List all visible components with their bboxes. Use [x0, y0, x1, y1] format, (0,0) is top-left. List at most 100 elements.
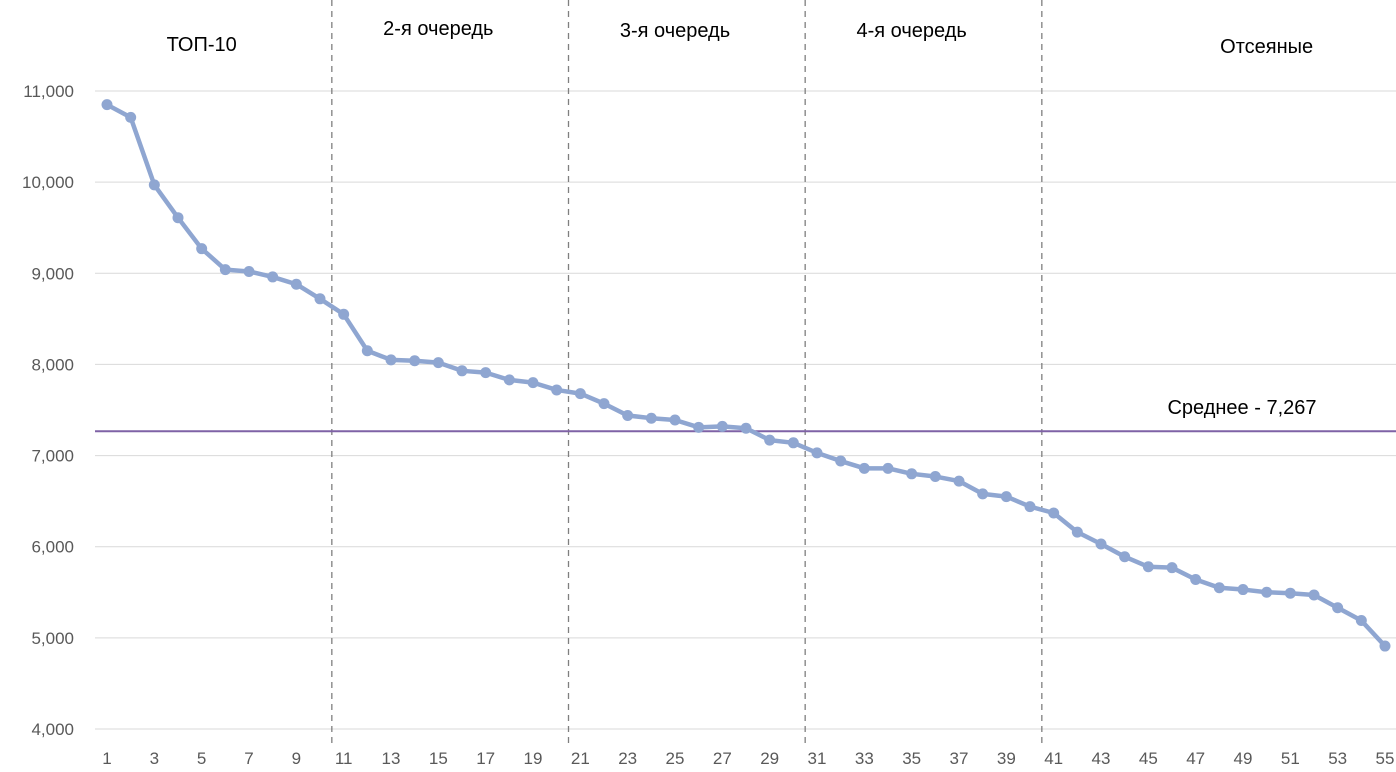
- x-tick-label: 43: [1092, 749, 1111, 768]
- data-point: [1024, 501, 1036, 513]
- y-axis-ticks: 4,000 5,000 6,000 7,000 8,000 9,000 10,000 11,0…: [22, 82, 74, 739]
- data-point: [196, 243, 208, 255]
- x-tick-label: 45: [1139, 749, 1158, 768]
- data-point: [243, 265, 255, 277]
- data-point: [1048, 507, 1060, 519]
- data-point: [148, 179, 160, 191]
- data-point: [740, 422, 752, 434]
- average-label: Среднее - 7,267: [1167, 397, 1316, 419]
- data-point: [1190, 574, 1202, 586]
- x-tick-label: 17: [476, 749, 495, 768]
- data-point: [716, 420, 728, 432]
- x-axis-ticks: 1 3 5 7 9 11 13 15 17 19 21 23 25 27 29 31 33 35 37 39 41 43 4…: [102, 749, 1394, 768]
- x-tick-label: 13: [382, 749, 401, 768]
- y-tick-label: 10,000: [22, 173, 74, 192]
- x-tick-label: 21: [571, 749, 590, 768]
- data-point: [338, 308, 350, 320]
- data-point: [101, 99, 113, 111]
- section-labels: ТОП-10 2-я очередь 3-я очередь 4-я очередь О…: [167, 18, 1314, 58]
- x-tick-label: 11: [335, 749, 353, 768]
- data-point: [219, 264, 231, 276]
- data-point: [551, 384, 563, 396]
- y-tick-label: 8,000: [31, 355, 74, 374]
- section-dividers: [331, 0, 1043, 748]
- x-tick-label: 3: [150, 749, 159, 768]
- data-point: [645, 412, 657, 424]
- x-tick-label: 33: [855, 749, 874, 768]
- x-tick-label: 53: [1328, 749, 1347, 768]
- x-tick-label: 9: [292, 749, 301, 768]
- x-tick-label: 15: [429, 749, 448, 768]
- data-point: [385, 354, 397, 366]
- data-point: [503, 374, 515, 386]
- y-tick-label: 5,000: [31, 629, 74, 648]
- data-point: [432, 357, 444, 369]
- data-points: [101, 99, 1391, 652]
- data-point: [1119, 551, 1131, 563]
- data-point: [1000, 491, 1012, 503]
- data-point: [1071, 526, 1083, 538]
- data-point: [929, 471, 941, 483]
- x-tick-label: 49: [1234, 749, 1253, 768]
- y-tick-label: 7,000: [31, 447, 74, 466]
- x-tick-label: 39: [997, 749, 1016, 768]
- data-point: [290, 278, 302, 290]
- x-tick-label: 27: [713, 749, 732, 768]
- x-tick-label: 37: [950, 749, 969, 768]
- data-point: [811, 447, 823, 459]
- data-point: [1284, 587, 1296, 599]
- data-point: [409, 355, 421, 367]
- x-tick-label: 23: [618, 749, 637, 768]
- data-point: [882, 462, 894, 474]
- x-tick-label: 1: [102, 749, 111, 768]
- x-tick-label: 55: [1376, 749, 1395, 768]
- data-point: [1379, 640, 1391, 652]
- section-label: 2-я очередь: [383, 18, 493, 40]
- x-tick-label: 41: [1044, 749, 1063, 768]
- x-tick-label: 7: [244, 749, 253, 768]
- x-tick-label: 25: [666, 749, 685, 768]
- x-tick-label: 51: [1281, 749, 1300, 768]
- x-tick-label: 29: [760, 749, 779, 768]
- y-tick-label: 6,000: [31, 538, 74, 557]
- x-tick-label: 35: [902, 749, 921, 768]
- data-point: [1308, 589, 1320, 601]
- data-point: [314, 293, 326, 305]
- data-point: [361, 345, 373, 357]
- data-point: [527, 377, 539, 389]
- data-point: [858, 462, 870, 474]
- section-label: 4-я очередь: [857, 20, 967, 42]
- data-point: [267, 271, 279, 283]
- data-point: [835, 455, 847, 467]
- data-point: [622, 409, 634, 421]
- data-point: [977, 488, 989, 500]
- data-point: [669, 414, 681, 426]
- data-point: [172, 212, 184, 224]
- data-point: [1332, 602, 1344, 614]
- data-point: [1213, 582, 1225, 594]
- section-label: Отсеяные: [1220, 36, 1313, 58]
- data-point: [480, 367, 492, 379]
- data-point: [598, 398, 610, 410]
- data-point: [787, 437, 799, 449]
- x-tick-label: 5: [197, 749, 206, 768]
- x-tick-label: 31: [808, 749, 827, 768]
- gridlines: [95, 90, 1396, 730]
- section-label: ТОП-10: [167, 34, 237, 56]
- y-tick-label: 11,000: [23, 82, 74, 101]
- x-tick-label: 47: [1186, 749, 1205, 768]
- data-point: [1166, 562, 1178, 574]
- data-point: [125, 111, 137, 123]
- data-point: [1261, 586, 1273, 598]
- data-point: [764, 434, 776, 446]
- data-point: [456, 365, 468, 377]
- data-point: [1237, 584, 1249, 596]
- series-line: [104, 102, 1388, 649]
- data-point: [574, 388, 586, 400]
- x-tick-label: 19: [524, 749, 543, 768]
- data-point: [953, 475, 965, 487]
- data-point: [1142, 561, 1154, 573]
- y-tick-label: 4,000: [31, 720, 74, 739]
- data-point: [1095, 538, 1107, 550]
